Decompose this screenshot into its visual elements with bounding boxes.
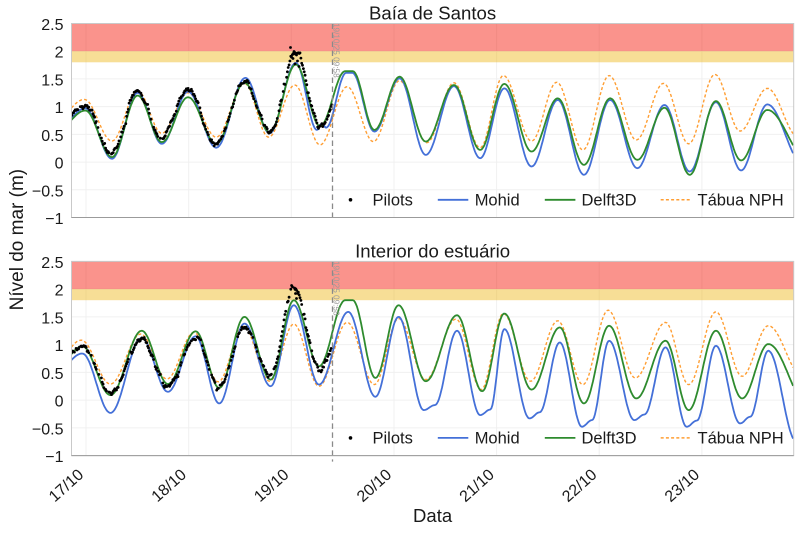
svg-text:Nível do mar (m): Nível do mar (m) (7, 169, 28, 310)
svg-text:19/10/25 09:58: 19/10/25 09:58 (332, 261, 341, 316)
svg-text:Delft3D: Delft3D (582, 192, 637, 210)
svg-text:−1: −1 (45, 449, 63, 466)
svg-text:Pilots: Pilots (373, 192, 413, 210)
svg-text:19/10/25 09:58: 19/10/25 09:58 (332, 23, 341, 78)
svg-text:0: 0 (55, 156, 64, 173)
svg-text:Mohid: Mohid (475, 192, 520, 210)
svg-text:2.5: 2.5 (41, 17, 63, 34)
svg-text:2: 2 (55, 283, 64, 300)
svg-text:1: 1 (55, 100, 64, 117)
svg-text:−0.5: −0.5 (32, 421, 64, 438)
svg-text:Data: Data (413, 505, 453, 526)
svg-text:Interior do estuário: Interior do estuário (355, 240, 510, 261)
svg-text:Pilots: Pilots (373, 430, 413, 448)
svg-text:0.5: 0.5 (41, 128, 63, 145)
svg-text:Tábua NPH: Tábua NPH (698, 192, 784, 210)
svg-text:−0.5: −0.5 (32, 183, 64, 200)
svg-text:2.5: 2.5 (41, 255, 63, 272)
svg-text:−1: −1 (45, 211, 63, 228)
svg-text:Baía de Santos: Baía de Santos (369, 3, 496, 24)
svg-text:Tábua NPH: Tábua NPH (698, 430, 784, 448)
svg-text:Delft3D: Delft3D (582, 430, 637, 448)
svg-text:Mohid: Mohid (475, 430, 520, 448)
svg-text:1.5: 1.5 (41, 72, 63, 89)
svg-text:0.5: 0.5 (41, 366, 63, 383)
svg-text:0: 0 (55, 394, 64, 411)
svg-text:2: 2 (55, 45, 64, 62)
svg-text:1: 1 (55, 338, 64, 355)
svg-text:1.5: 1.5 (41, 310, 63, 327)
